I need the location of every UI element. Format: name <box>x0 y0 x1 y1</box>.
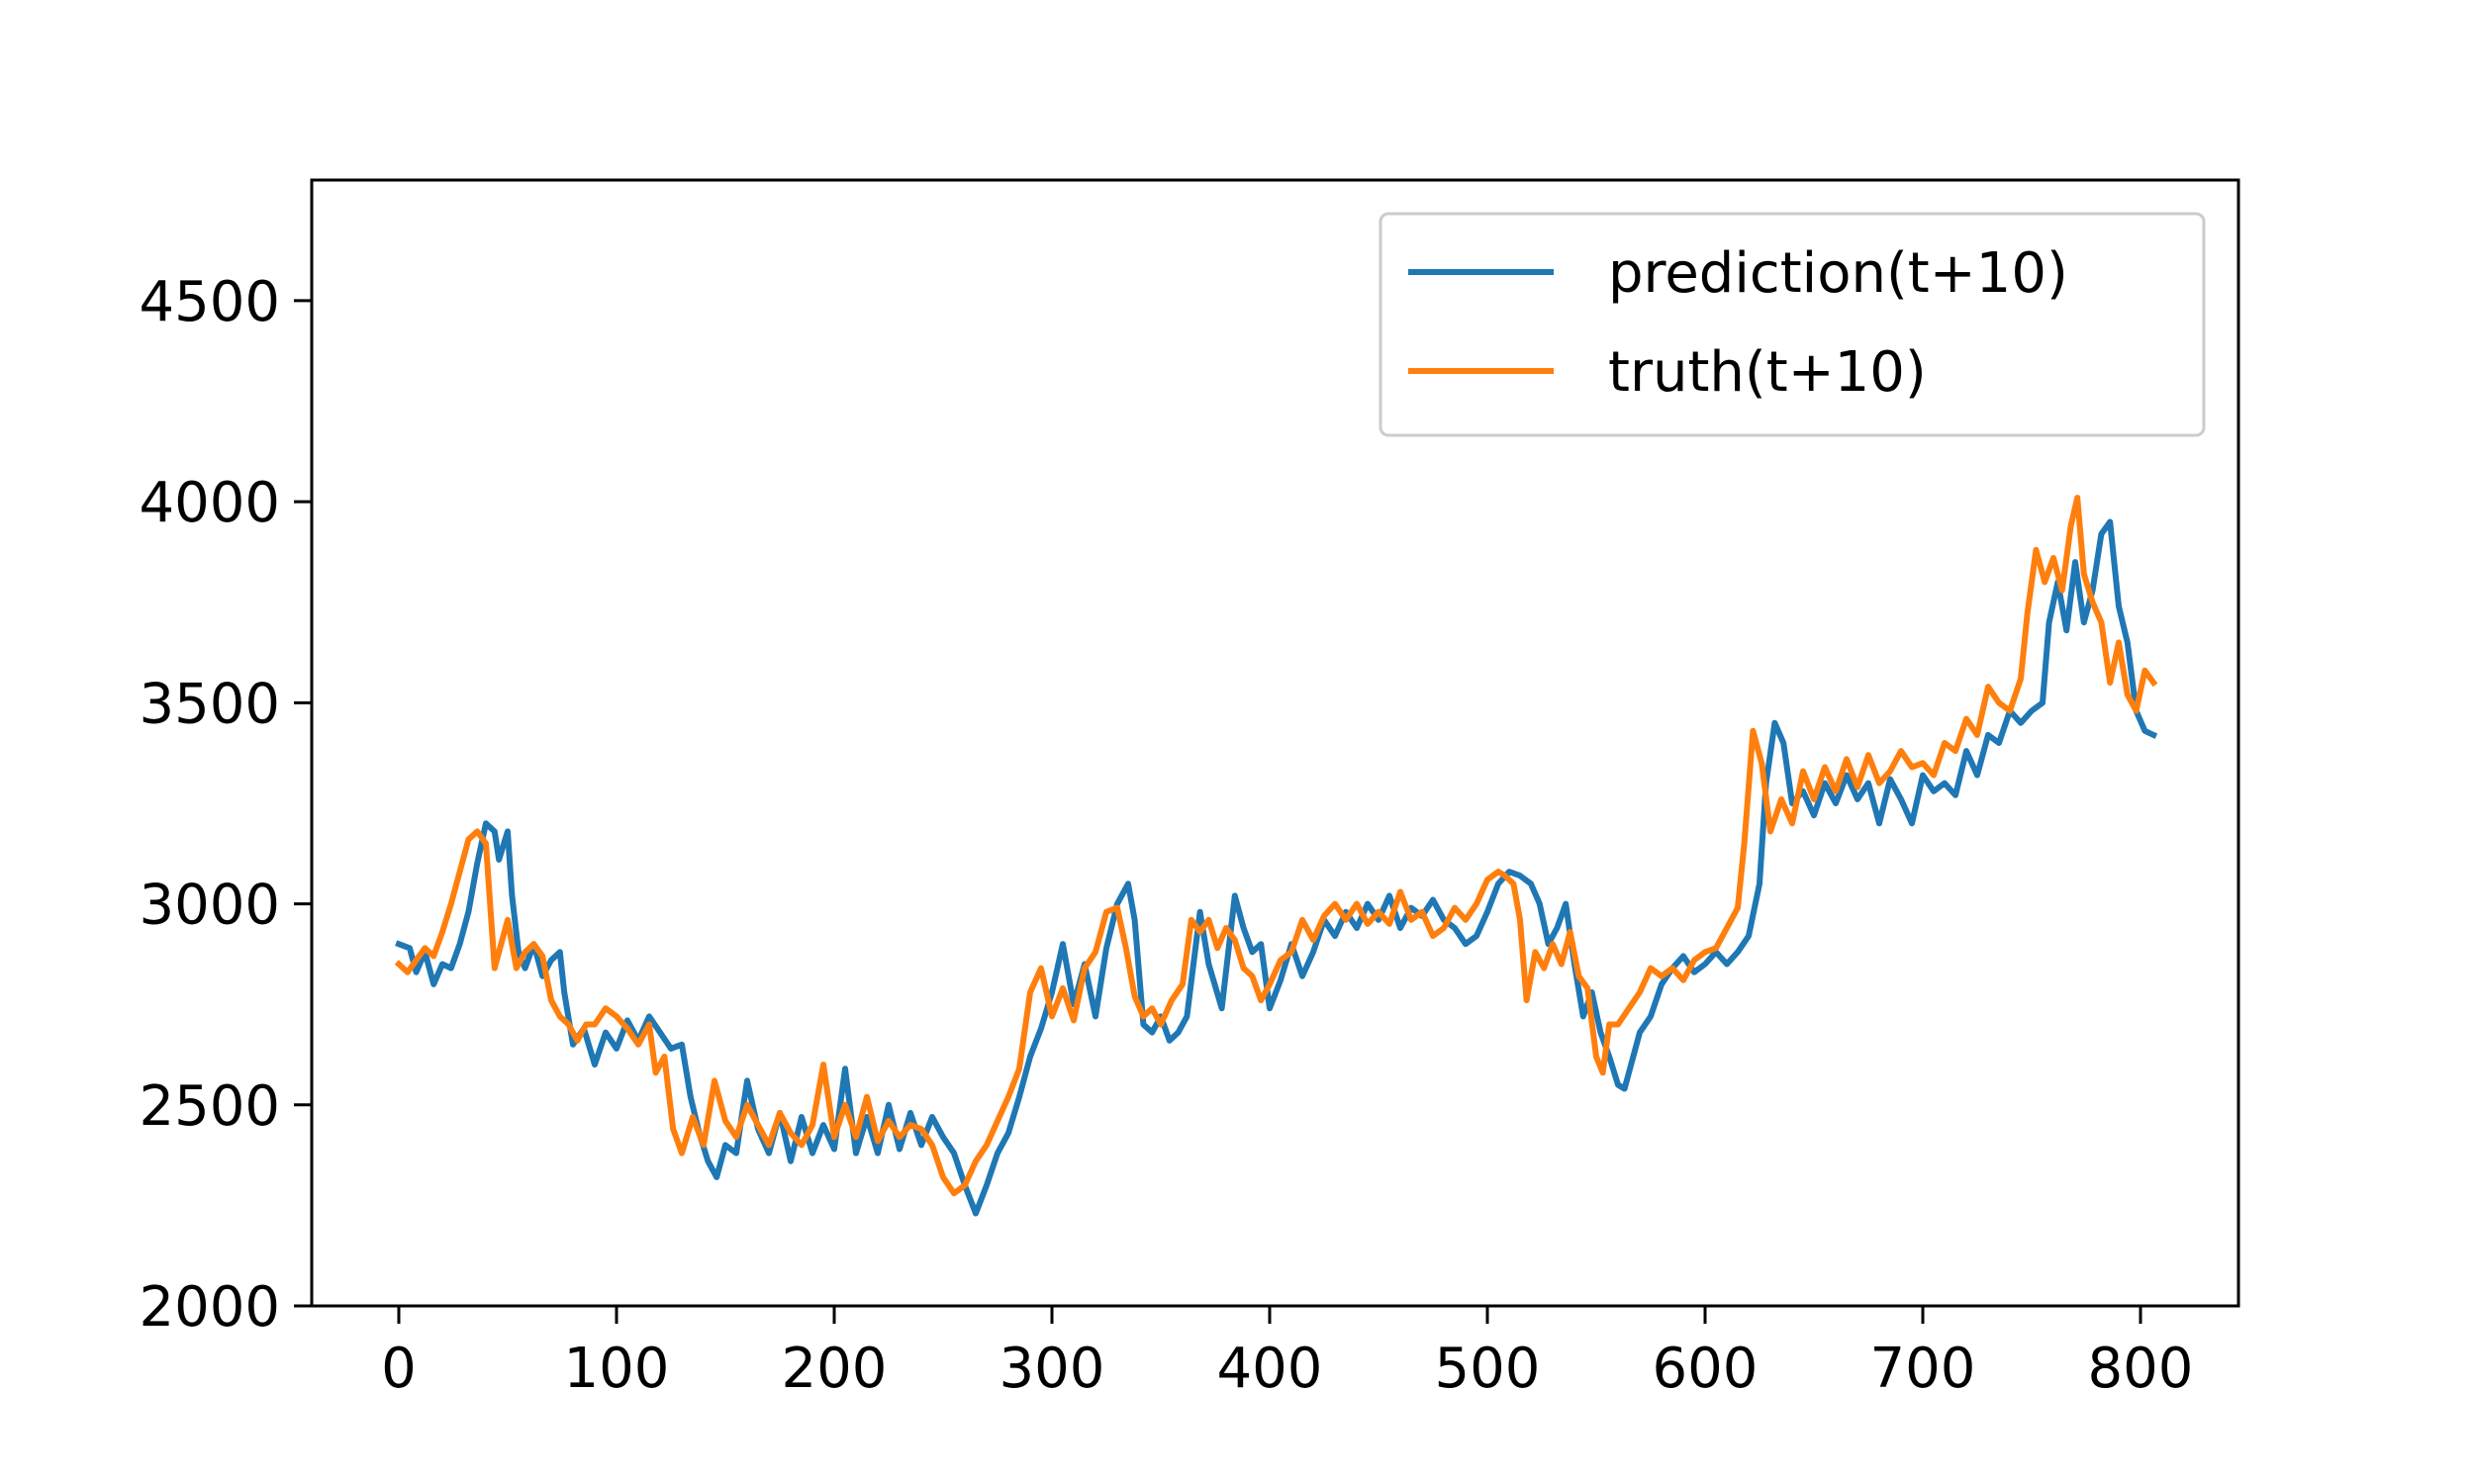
y-tick-label: 2500 <box>139 1074 280 1139</box>
x-tick-label: 300 <box>999 1337 1105 1401</box>
series-line-prediction <box>395 518 2158 1217</box>
x-tick-label: 700 <box>1870 1337 1976 1401</box>
legend-label-prediction: prediction(t+10) <box>1608 241 2068 306</box>
y-axis: 2000 2500 3000 3500 4000 4500 <box>139 270 312 1340</box>
x-tick-label: 600 <box>1653 1337 1759 1401</box>
x-tick-label: 200 <box>782 1337 888 1401</box>
y-tick-label: 4000 <box>139 471 280 535</box>
legend-entries: prediction(t+10) truth(t+10) <box>1408 241 2068 405</box>
y-tick-label: 2000 <box>139 1275 280 1340</box>
y-tick-label: 3000 <box>139 874 280 938</box>
x-axis: 0 100 200 300 400 500 600 700 800 <box>381 1306 2193 1401</box>
x-tick-label: 500 <box>1435 1337 1541 1401</box>
legend: prediction(t+10) truth(t+10) <box>1379 212 2206 437</box>
x-tick-label: 0 <box>381 1337 417 1401</box>
legend-label-truth: truth(t+10) <box>1608 340 1927 405</box>
x-tick-label: 100 <box>564 1337 670 1401</box>
series-line-truth <box>394 495 2158 1197</box>
x-tick-label: 800 <box>2088 1337 2194 1401</box>
legend-box <box>1379 212 2206 437</box>
y-tick-label: 4500 <box>139 270 280 334</box>
series-layer <box>394 495 2158 1217</box>
y-tick-label: 3500 <box>139 672 280 736</box>
x-tick-label: 400 <box>1217 1337 1323 1401</box>
plot-frame <box>310 178 2240 1308</box>
